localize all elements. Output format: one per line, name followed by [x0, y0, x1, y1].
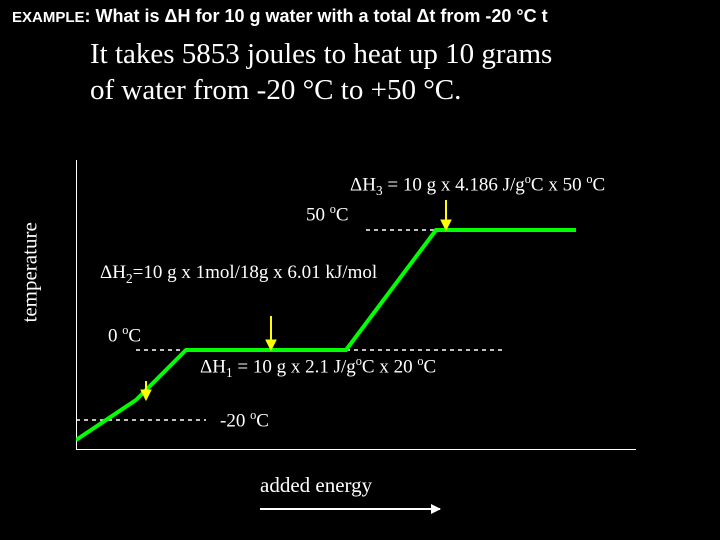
temp-50c: 50 oC [306, 202, 349, 226]
temp-m20c: -20 oC [220, 408, 269, 432]
answer-line-2: of water from -20 °C to +50 °C. [90, 72, 552, 108]
dh1-label: ΔH1 = 10 g x 2.1 J/goC x 20 oC [200, 354, 436, 381]
arrow-dh2 [266, 316, 276, 350]
x-axis-arrow [260, 508, 440, 510]
heating-curve-svg [76, 160, 636, 450]
x-axis-label: added energy [260, 473, 372, 498]
arrow-dh3 [441, 200, 451, 230]
answer-text: It takes 5853 joules to heat up 10 grams… [90, 36, 552, 109]
example-prefix: EXAMPLE [12, 9, 85, 26]
y-axis-label: temperature [18, 222, 43, 322]
question-text: : What is ΔH for 10 g water with a total… [85, 6, 548, 26]
header: EXAMPLE: What is ΔH for 10 g water with … [12, 6, 720, 27]
answer-line-1: It takes 5853 joules to heat up 10 grams [90, 36, 552, 72]
dh2-label: ΔH2=10 g x 1mol/18g x 6.01 kJ/mol [100, 262, 377, 287]
dh3-label: ΔH3 = 10 g x 4.186 J/goC x 50 oC [350, 172, 605, 199]
heating-curve-chart: temperature ΔH3 = 10 g x 4.186 J/goC x 5… [40, 160, 700, 510]
temp-0c: 0 oC [108, 323, 141, 347]
